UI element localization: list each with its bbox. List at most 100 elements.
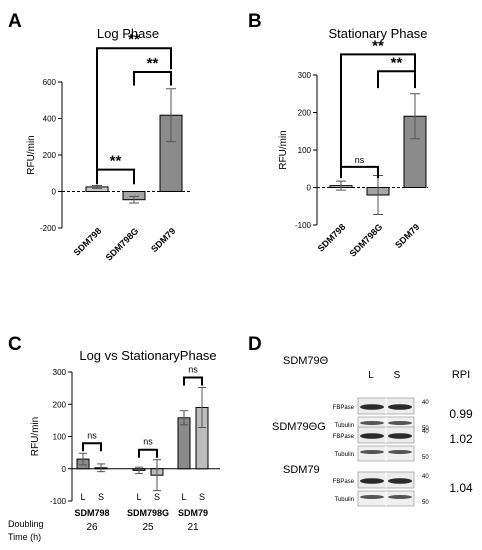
band-label: FBPase (333, 434, 355, 440)
significance-label: ns (188, 364, 198, 374)
significance-bracket (138, 448, 158, 458)
significance-bracket (133, 70, 172, 86)
chart-title: Log Phase (97, 26, 159, 41)
series-lane-label: S (154, 492, 160, 502)
significance-bracket (96, 168, 135, 185)
x-tick-label: SDM798G (104, 226, 141, 263)
band (360, 495, 384, 499)
y-tick-label: 200 (298, 109, 312, 118)
significance-label: ** (128, 31, 140, 48)
band (360, 478, 384, 484)
band (388, 495, 412, 499)
panel-letter-d: D (248, 334, 262, 355)
western-blot-panel: L S RPI SDM79Θ 0.99 FBPase 40 Tubulin 50 SDM79ΘG 1… (272, 355, 473, 507)
group-label: SDM798 (74, 508, 109, 518)
marker-label: 40 (422, 400, 429, 406)
band (388, 404, 412, 410)
y-tick-label: 400 (43, 115, 57, 124)
x-tick-label: SDM79 (149, 226, 177, 254)
panel-letter-b: B (248, 11, 262, 32)
rpi-header: RPI (452, 369, 470, 381)
series-lane-label: L (136, 492, 141, 502)
lane-header: L (368, 370, 374, 381)
y-axis-label: RFU/min (278, 130, 289, 169)
significance-bracket (340, 165, 379, 179)
x-tick-label: SDM798 (316, 222, 348, 254)
chart-panel-b: Stationary Phase RFU/min -100 0 100 200 300 SDM… (278, 26, 428, 259)
band (360, 450, 384, 454)
band-label: Tubulin (335, 423, 354, 429)
doubling-time-value: 26 (86, 522, 98, 533)
doubling-time-value: 21 (187, 522, 199, 533)
significance-bracket (377, 70, 416, 89)
y-tick-label: 100 (53, 433, 67, 442)
band (360, 433, 384, 439)
significance-label: ns (143, 437, 153, 447)
y-tick-label: 0 (62, 465, 67, 474)
marker-label: 40 (422, 474, 429, 480)
y-tick-label: -100 (295, 221, 312, 230)
significance-label: ** (391, 54, 403, 71)
series-lane-label: L (181, 492, 186, 502)
y-tick-label: 600 (43, 78, 57, 87)
series-lane-label: S (199, 492, 205, 502)
significance-bracket (183, 376, 203, 386)
band-label: Tubulin (335, 497, 354, 503)
significance-bracket (82, 442, 102, 452)
marker-label: 50 (422, 500, 429, 506)
y-tick-label: -200 (40, 224, 57, 233)
doubling-time-unit-label: Time (h) (8, 532, 41, 542)
rpi-value: 1.02 (449, 432, 473, 446)
band (388, 478, 412, 484)
significance-label: ns (355, 155, 365, 165)
significance-label: ns (87, 430, 97, 440)
rpi-value: 1.04 (449, 481, 473, 495)
y-tick-label: 0 (52, 188, 57, 197)
strain-label: SDM79Θ (283, 355, 329, 367)
significance-bracket (96, 47, 172, 183)
significance-label: ** (110, 153, 122, 170)
significance-label: ** (147, 55, 159, 72)
y-tick-label: 200 (53, 400, 67, 409)
y-tick-label: 300 (298, 71, 312, 80)
chart-title: Log vs StationaryPhase (79, 348, 216, 363)
series-lane-label: L (80, 492, 85, 502)
bar (177, 417, 191, 470)
panel-letter-a: A (8, 11, 22, 32)
significance-bracket (340, 53, 416, 177)
strain-label: SDM79 (283, 464, 320, 476)
band-label: Tubulin (335, 452, 354, 458)
marker-label: 50 (422, 455, 429, 461)
band (388, 421, 412, 425)
band (388, 433, 412, 439)
x-tick-label: SDM79 (393, 222, 421, 250)
x-tick-label: SDM798 (72, 226, 104, 258)
lane-header: S (394, 370, 401, 381)
doubling-time-label: Doubling (8, 519, 44, 529)
y-tick-label: -100 (50, 497, 67, 506)
series-lane-label: S (98, 492, 104, 502)
band (360, 421, 384, 425)
x-tick-label: SDM798G (348, 222, 385, 259)
band (360, 404, 384, 410)
rpi-value: 0.99 (449, 407, 473, 421)
doubling-time-value: 25 (142, 522, 154, 533)
y-tick-label: 0 (307, 184, 312, 193)
marker-label: 50 (422, 426, 429, 432)
significance-label: ** (372, 37, 384, 54)
band-label: FBPase (333, 405, 355, 411)
chart-panel-c: Log vs StationaryPhase RFU/min -100 0 100 200… (8, 348, 220, 542)
band-label: FBPase (333, 479, 355, 485)
group-label: SDM798G (127, 508, 169, 518)
y-tick-label: 300 (53, 368, 67, 377)
marker-label: 40 (422, 429, 429, 435)
y-tick-label: 200 (43, 151, 57, 160)
y-axis-label: RFU/min (30, 417, 41, 456)
group-label: SDM79 (178, 508, 208, 518)
band (388, 450, 412, 454)
panel-letter-c: C (8, 334, 22, 355)
chart-title: Stationary Phase (328, 26, 427, 41)
y-tick-label: 100 (298, 146, 312, 155)
